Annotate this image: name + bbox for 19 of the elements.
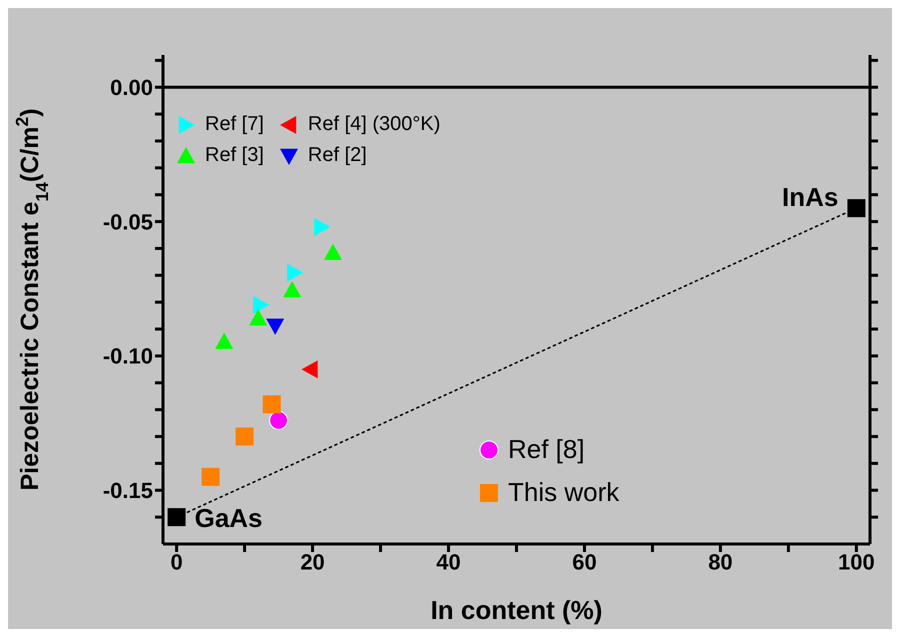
x-tick-label: 80 [708,550,733,575]
legend-label: This work [508,477,620,508]
annotation: GaAs [194,503,263,534]
x-tick-label: 60 [572,550,597,575]
legend-label: Ref [4] (300°K) [308,113,440,136]
x-tick-label: 100 [838,550,875,575]
y-tick-label: -0.10 [102,344,153,369]
legend-label: Ref [2] [308,144,367,167]
y-tick-label: 0.00 [110,75,153,100]
y-tick-label: -0.05 [102,209,153,234]
x-tick-label: 0 [170,550,183,575]
legend-label: Ref [7] [205,113,264,136]
x-tick-label: 40 [436,550,461,575]
legend-label: Ref [8] [508,434,585,465]
legend-label: Ref [3] [205,144,264,167]
annotation: InAs [782,182,838,212]
x-tick-label: 20 [300,550,325,575]
x-axis-title: In content (%) [430,595,602,625]
y-tick-label: -0.15 [102,478,153,504]
